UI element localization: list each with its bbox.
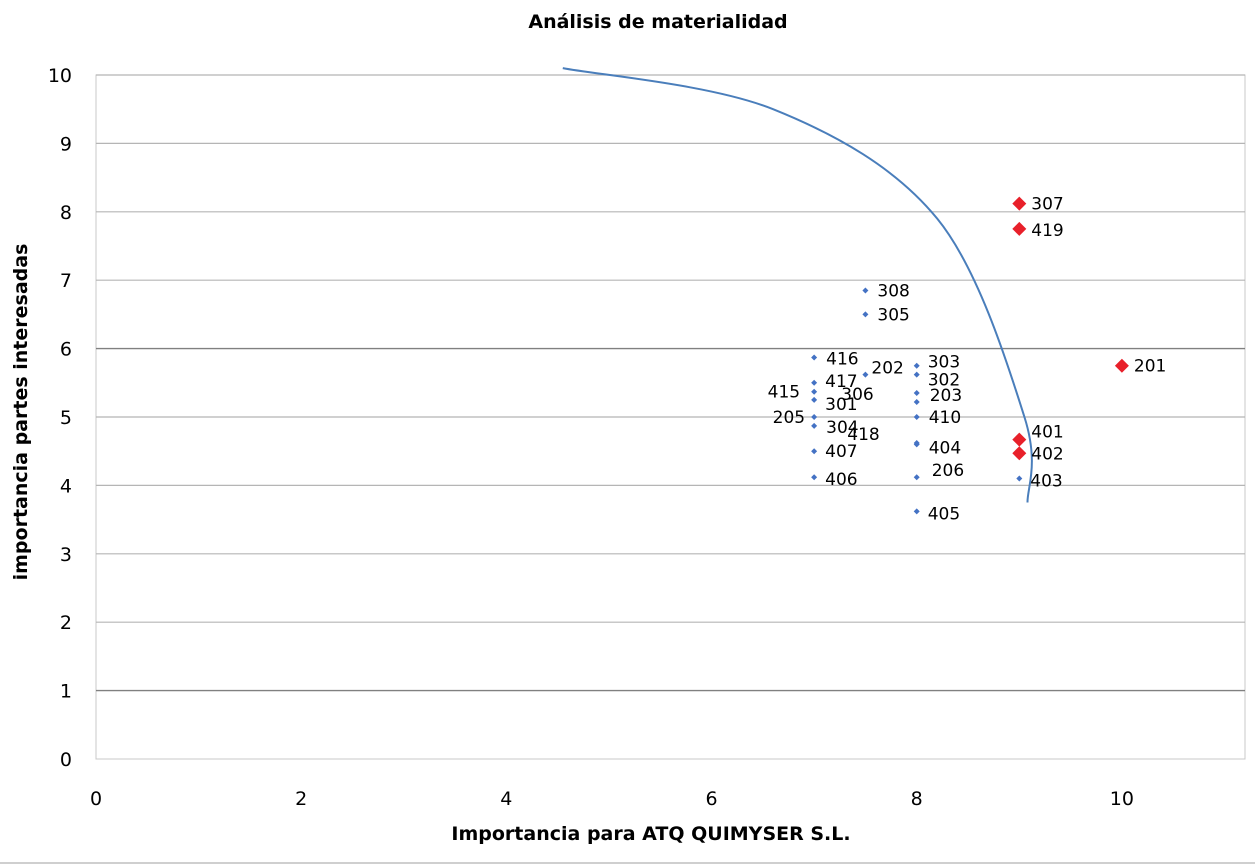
point-label-302: 302 <box>928 371 960 391</box>
y-tick-label-5: 5 <box>60 407 72 429</box>
point-label-308: 308 <box>877 281 909 301</box>
x-axis-title: Importancia para ATQ QUIMYSER S.L. <box>451 823 850 845</box>
point-label-206: 206 <box>932 461 964 481</box>
point-label-205: 205 <box>773 408 805 428</box>
x-tick-label-6: 6 <box>705 788 717 810</box>
point-label-404: 404 <box>929 438 961 458</box>
point-label-419: 419 <box>1031 221 1063 241</box>
point-label-201: 201 <box>1134 357 1166 377</box>
point-label-301: 301 <box>825 395 857 415</box>
point-label-401: 401 <box>1031 423 1063 443</box>
point-416 <box>811 354 818 361</box>
point-201 <box>1114 358 1129 373</box>
materiality-curve <box>562 67 1033 503</box>
point-label-202: 202 <box>871 359 903 379</box>
y-tick-label-1: 1 <box>60 681 72 703</box>
point-404 <box>913 441 920 448</box>
point-206 <box>913 474 920 481</box>
point-417 <box>811 379 818 386</box>
point-205 <box>811 414 818 420</box>
y-tick-label-4: 4 <box>60 475 72 497</box>
point-label-203: 203 <box>930 386 962 406</box>
point-label-407: 407 <box>825 442 857 462</box>
point-label-410: 410 <box>929 408 961 428</box>
point-419 <box>1012 221 1027 236</box>
y-tick-label-0: 0 <box>60 749 72 771</box>
point-label-303: 303 <box>928 353 960 373</box>
point-403 <box>1016 475 1023 482</box>
y-tick-label-6: 6 <box>60 339 72 361</box>
x-axis-ticks: 0 2 4 6 8 10 <box>90 788 1134 810</box>
point-302 <box>913 371 920 378</box>
point-405 <box>913 508 920 515</box>
point-303 <box>913 362 920 369</box>
x-tick-label-2: 2 <box>295 788 307 810</box>
point-label-418: 418 <box>847 425 879 445</box>
point-label-304: 304 <box>826 418 858 438</box>
point-label-416: 416 <box>826 349 858 369</box>
y-tick-label-9: 9 <box>60 133 72 155</box>
point-415 <box>811 388 818 395</box>
point-407 <box>811 448 818 455</box>
y-axis-ticks: 0 1 2 3 4 5 6 7 8 9 10 <box>48 65 72 771</box>
y-tick-label-2: 2 <box>60 612 72 634</box>
y-tick-label-3: 3 <box>60 544 72 566</box>
point-304 <box>811 422 818 429</box>
point-label-306: 306 <box>841 385 873 405</box>
point-203 <box>913 398 920 405</box>
y-axis-title: importancia partes interesadas <box>10 244 32 581</box>
point-406 <box>811 474 818 481</box>
point-label-305: 305 <box>877 305 909 325</box>
x-tick-label-10: 10 <box>1110 788 1134 810</box>
point-307 <box>1012 196 1027 211</box>
y-tick-label-7: 7 <box>60 270 72 292</box>
point-label-417: 417 <box>825 372 857 392</box>
point-306 <box>913 390 920 397</box>
chart-title: Análisis de materialidad <box>528 11 787 33</box>
point-label-406: 406 <box>825 470 857 490</box>
x-tick-label-4: 4 <box>500 788 512 810</box>
point-410 <box>913 414 920 420</box>
point-label-405: 405 <box>928 504 960 524</box>
point-308 <box>862 287 869 294</box>
point-402 <box>1012 446 1027 461</box>
x-tick-label-0: 0 <box>90 788 102 810</box>
data-points <box>811 196 1129 515</box>
point-label-307: 307 <box>1031 195 1063 215</box>
point-301 <box>811 396 818 403</box>
point-label-402: 402 <box>1031 444 1063 464</box>
point-label-415: 415 <box>768 383 800 403</box>
point-label-403: 403 <box>1030 472 1062 492</box>
x-tick-label-8: 8 <box>911 788 923 810</box>
point-401 <box>1012 432 1027 447</box>
y-tick-label-10: 10 <box>48 65 72 87</box>
gridlines <box>96 74 1245 692</box>
y-tick-label-8: 8 <box>60 202 72 224</box>
point-305 <box>862 311 869 318</box>
point-202 <box>862 371 869 378</box>
